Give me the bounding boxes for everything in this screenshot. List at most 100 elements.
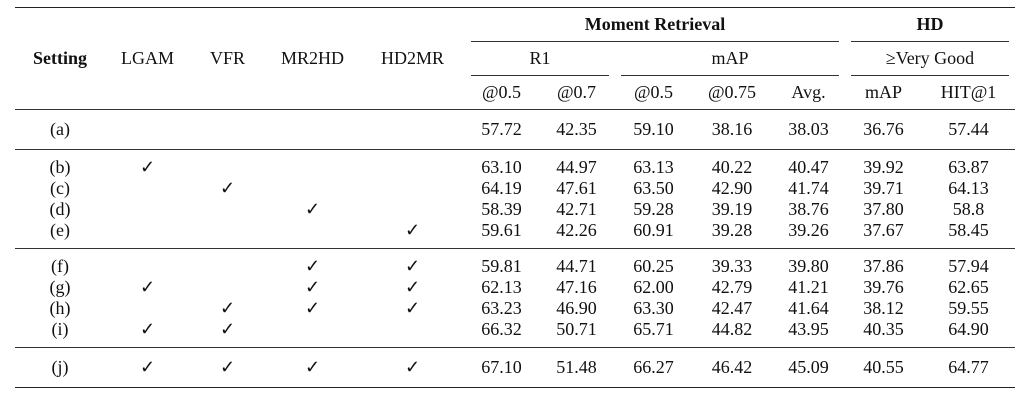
table-row: (g) ✓ ✓ ✓ 62.13 47.16 62.00 42.79 41.21 39.76 62.6… xyxy=(15,277,1015,298)
value-cell: 42.71 xyxy=(556,199,597,219)
ablation-table: Setting LGAM VFR MR2HD HD2MR Moment Retr… xyxy=(15,7,1015,388)
value-cell: 39.26 xyxy=(788,220,829,240)
mr2hd-check: ✓ xyxy=(304,277,321,297)
lgam-check xyxy=(105,178,190,199)
vfr-check xyxy=(190,220,265,249)
header-setting: Setting xyxy=(33,48,87,68)
value-cell: 43.95 xyxy=(788,319,829,339)
value-cell: 50.71 xyxy=(556,319,597,339)
vfr-check xyxy=(190,277,265,298)
value-cell: 44.97 xyxy=(556,157,597,177)
value-cell: 46.90 xyxy=(556,298,597,318)
setting-cell: (b) xyxy=(49,157,71,177)
lgam-check xyxy=(105,220,190,249)
header-mr2hd: MR2HD xyxy=(280,48,344,68)
mr2hd-check: ✓ xyxy=(304,256,321,276)
value-cell: 59.81 xyxy=(481,256,522,276)
value-cell: 67.10 xyxy=(481,357,522,377)
lgam-check xyxy=(105,298,190,319)
hd2mr-check: ✓ xyxy=(404,256,421,276)
header-map: mAP xyxy=(615,42,845,76)
mr2hd-check: ✓ xyxy=(304,298,321,318)
mr2hd-check xyxy=(265,220,360,249)
vfr-check: ✓ xyxy=(219,319,236,339)
value-cell: 57.44 xyxy=(948,119,989,139)
value-cell: 63.87 xyxy=(948,157,989,177)
lgam-check: ✓ xyxy=(139,357,156,377)
table-row: (h) ✓ ✓ ✓ 63.23 46.90 63.30 42.47 41.64 38.12 59.5… xyxy=(15,298,1015,319)
value-cell: 40.22 xyxy=(711,157,753,177)
value-cell: 41.21 xyxy=(788,277,829,297)
value-cell: 66.27 xyxy=(633,357,674,377)
value-cell: 63.23 xyxy=(481,298,522,318)
vfr-check xyxy=(190,249,265,278)
value-cell: 38.12 xyxy=(863,298,904,318)
hd2mr-check xyxy=(360,199,465,220)
value-cell: 44.82 xyxy=(711,319,753,339)
value-cell: 63.30 xyxy=(633,298,674,318)
hd2mr-check xyxy=(360,150,465,179)
lgam-check: ✓ xyxy=(139,277,156,297)
value-cell: 45.09 xyxy=(788,357,829,377)
value-cell: 42.79 xyxy=(711,277,753,297)
hd2mr-check: ✓ xyxy=(404,357,421,377)
header-lgam: LGAM xyxy=(121,48,174,68)
setting-cell: (i) xyxy=(51,319,69,339)
value-cell: 40.47 xyxy=(788,157,829,177)
header-very-good: ≥Very Good xyxy=(845,42,1015,76)
setting-cell: (c) xyxy=(50,178,70,198)
value-cell: 41.64 xyxy=(788,298,829,318)
value-cell: 63.50 xyxy=(633,178,674,198)
value-cell: 57.94 xyxy=(948,256,989,276)
value-cell: 37.80 xyxy=(863,199,904,219)
header-r1-07: @0.7 xyxy=(556,81,597,102)
table-row: (e) ✓ 59.61 42.26 60.91 39.28 39.26 37.67 58.45 xyxy=(15,220,1015,249)
value-cell: 42.90 xyxy=(711,178,753,198)
value-cell: 38.16 xyxy=(711,119,753,139)
value-cell: 58.8 xyxy=(952,199,985,219)
header-map-05: @0.5 xyxy=(633,81,674,102)
value-cell: 65.71 xyxy=(633,319,674,339)
lgam-check: ✓ xyxy=(139,157,156,177)
header-hd-hit1: HIT@1 xyxy=(940,81,997,102)
table-row: (i) ✓ ✓ 66.32 50.71 65.71 44.82 43.95 40.35 64.90 xyxy=(15,319,1015,348)
table-row: (f) ✓ ✓ 59.81 44.71 60.25 39.33 39.80 37.86 57.94 xyxy=(15,248,1015,278)
value-cell: 64.90 xyxy=(948,319,989,339)
value-cell: 62.65 xyxy=(948,277,989,297)
header-map-avg: Avg. xyxy=(791,81,826,102)
setting-cell: (d) xyxy=(49,199,71,219)
value-cell: 36.76 xyxy=(863,119,904,139)
setting-cell: (e) xyxy=(50,220,70,240)
value-cell: 38.03 xyxy=(788,119,829,139)
hd2mr-check xyxy=(360,319,465,348)
value-cell: 46.42 xyxy=(711,357,753,377)
value-cell: 39.28 xyxy=(711,220,753,240)
value-cell: 58.39 xyxy=(481,199,522,219)
setting-cell: (g) xyxy=(49,277,71,297)
value-cell: 60.91 xyxy=(633,220,674,240)
mr2hd-check: ✓ xyxy=(304,357,321,377)
value-cell: 39.76 xyxy=(863,277,904,297)
mr2hd-check xyxy=(265,178,360,199)
value-cell: 63.13 xyxy=(633,157,674,177)
table-row: (j) ✓ ✓ ✓ ✓ 67.10 51.48 66.27 46.42 45.09 40.55 64.… xyxy=(15,347,1015,388)
value-cell: 37.86 xyxy=(863,256,904,276)
value-cell: 64.77 xyxy=(948,357,989,377)
header-hd2mr: HD2MR xyxy=(380,48,444,68)
table-row: (b) ✓ 63.10 44.97 63.13 40.22 40.47 39.92 63.87 xyxy=(15,149,1015,179)
value-cell: 41.74 xyxy=(788,178,829,198)
value-cell: 40.35 xyxy=(863,319,904,339)
mr2hd-check: ✓ xyxy=(304,199,321,219)
value-cell: 39.92 xyxy=(863,157,904,177)
lgam-check: ✓ xyxy=(139,319,156,339)
value-cell: 39.71 xyxy=(863,178,904,198)
value-cell: 40.55 xyxy=(863,357,904,377)
value-cell: 59.28 xyxy=(633,199,674,219)
vfr-check: ✓ xyxy=(219,298,236,318)
value-cell: 59.55 xyxy=(948,298,989,318)
table-row: (c) ✓ 64.19 47.61 63.50 42.90 41.74 39.71 64.13 xyxy=(15,178,1015,199)
table-row: (d) ✓ 58.39 42.71 59.28 39.19 38.76 37.80 58.8 xyxy=(15,199,1015,220)
vfr-check: ✓ xyxy=(219,357,236,377)
hd2mr-check xyxy=(360,110,465,150)
hd2mr-check: ✓ xyxy=(404,298,421,318)
